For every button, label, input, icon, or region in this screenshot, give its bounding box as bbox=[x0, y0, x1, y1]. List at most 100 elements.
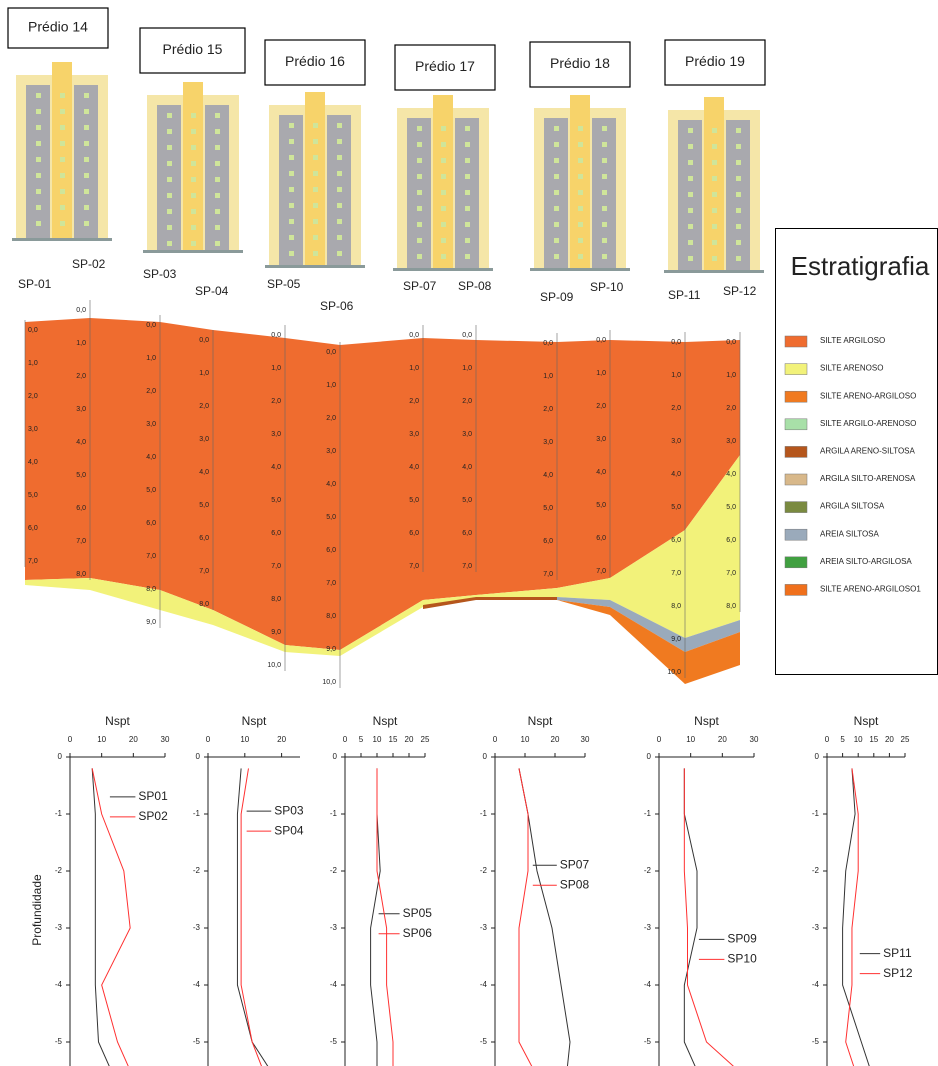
series-label: SP03 bbox=[274, 803, 304, 817]
window bbox=[736, 144, 741, 149]
depth-label: 6,0 bbox=[271, 530, 281, 537]
depth-label: 3,0 bbox=[726, 438, 736, 445]
depth-label: 5,0 bbox=[596, 502, 606, 509]
window bbox=[417, 158, 422, 163]
depth-label: 6,0 bbox=[76, 505, 86, 512]
depth-label: 5,0 bbox=[271, 497, 281, 504]
depth-label: 0,0 bbox=[28, 327, 38, 334]
window bbox=[60, 109, 65, 114]
window bbox=[602, 238, 607, 243]
window bbox=[167, 241, 172, 246]
series-line bbox=[371, 768, 381, 1066]
y-axis-label: Profundidade bbox=[30, 874, 44, 946]
series-line bbox=[92, 768, 130, 1066]
window bbox=[736, 176, 741, 181]
depth-label: 2,0 bbox=[726, 405, 736, 412]
window bbox=[313, 155, 318, 160]
depth-label: 6,0 bbox=[543, 538, 553, 545]
depth-label: 5,0 bbox=[543, 505, 553, 512]
depth-label: 5,0 bbox=[199, 502, 209, 509]
window bbox=[712, 160, 717, 165]
window bbox=[215, 225, 220, 230]
window bbox=[712, 192, 717, 197]
depth-label: 4,0 bbox=[671, 471, 681, 478]
depth-label: 7,0 bbox=[326, 580, 336, 587]
depth-label: 3,0 bbox=[462, 431, 472, 438]
x-tick-label: 20 bbox=[405, 735, 414, 744]
window bbox=[36, 125, 41, 130]
building-title: Prédio 15 bbox=[163, 41, 223, 57]
window bbox=[60, 93, 65, 98]
window bbox=[465, 206, 470, 211]
window bbox=[289, 203, 294, 208]
y-tick-label: -5 bbox=[812, 1037, 820, 1046]
window bbox=[313, 203, 318, 208]
legend-label: SILTE ARGILOSO bbox=[820, 336, 885, 345]
window bbox=[84, 205, 89, 210]
strata bbox=[25, 318, 740, 684]
window bbox=[688, 144, 693, 149]
window bbox=[417, 190, 422, 195]
window bbox=[215, 161, 220, 166]
x-tick-label: 0 bbox=[657, 735, 662, 744]
window bbox=[688, 224, 693, 229]
window bbox=[337, 235, 342, 240]
y-tick-label: -4 bbox=[193, 980, 201, 989]
window bbox=[465, 142, 470, 147]
depth-label: 6,0 bbox=[596, 535, 606, 542]
y-tick-label: -1 bbox=[55, 809, 63, 818]
x-tick-label: 30 bbox=[750, 735, 759, 744]
y-tick-label: -5 bbox=[55, 1037, 63, 1046]
window bbox=[84, 189, 89, 194]
borehole-name: SP-05 bbox=[267, 277, 301, 291]
depth-label: 7,0 bbox=[199, 568, 209, 575]
window bbox=[337, 171, 342, 176]
depth-label: 3,0 bbox=[671, 438, 681, 445]
depth-label: 2,0 bbox=[543, 406, 553, 413]
depth-label: 1,0 bbox=[671, 372, 681, 379]
series-label: SP12 bbox=[883, 966, 913, 980]
depth-label: 3,0 bbox=[271, 431, 281, 438]
chart-title: Nspt bbox=[528, 714, 553, 728]
window bbox=[441, 206, 446, 211]
window bbox=[167, 209, 172, 214]
depth-label: 6,0 bbox=[146, 520, 156, 527]
depth-label: 7,0 bbox=[76, 538, 86, 545]
depth-label: 6,0 bbox=[28, 525, 38, 532]
depth-label: 0,0 bbox=[543, 340, 553, 347]
window bbox=[215, 113, 220, 118]
depth-label: 1,0 bbox=[271, 365, 281, 372]
depth-label: 10,0 bbox=[322, 679, 336, 686]
depth-label: 4,0 bbox=[326, 481, 336, 488]
depth-label: 7,0 bbox=[409, 563, 419, 570]
window bbox=[167, 145, 172, 150]
depth-label: 0,0 bbox=[146, 322, 156, 329]
window bbox=[313, 187, 318, 192]
window bbox=[554, 126, 559, 131]
depth-label: 0,0 bbox=[76, 307, 86, 314]
x-tick-label: 10 bbox=[97, 735, 106, 744]
series-label: SP04 bbox=[274, 823, 304, 837]
figure: Prédio 14SP-01SP-02Prédio 15SP-03SP-04Pr… bbox=[0, 0, 938, 1066]
window bbox=[289, 187, 294, 192]
window bbox=[465, 126, 470, 131]
depth-label: 4,0 bbox=[596, 469, 606, 476]
window bbox=[84, 221, 89, 226]
window bbox=[337, 123, 342, 128]
depth-label: 2,0 bbox=[671, 405, 681, 412]
depth-label: 7,0 bbox=[146, 553, 156, 560]
window bbox=[554, 174, 559, 179]
depth-label: 4,0 bbox=[462, 464, 472, 471]
window bbox=[60, 221, 65, 226]
window bbox=[191, 161, 196, 166]
window bbox=[465, 158, 470, 163]
series-label: SP10 bbox=[727, 952, 757, 966]
depth-label: 3,0 bbox=[409, 431, 419, 438]
x-tick-label: 20 bbox=[885, 735, 894, 744]
window bbox=[578, 254, 583, 259]
window bbox=[36, 221, 41, 226]
y-tick-label: -3 bbox=[193, 923, 201, 932]
window bbox=[688, 256, 693, 261]
ground bbox=[12, 238, 112, 241]
window bbox=[712, 240, 717, 245]
